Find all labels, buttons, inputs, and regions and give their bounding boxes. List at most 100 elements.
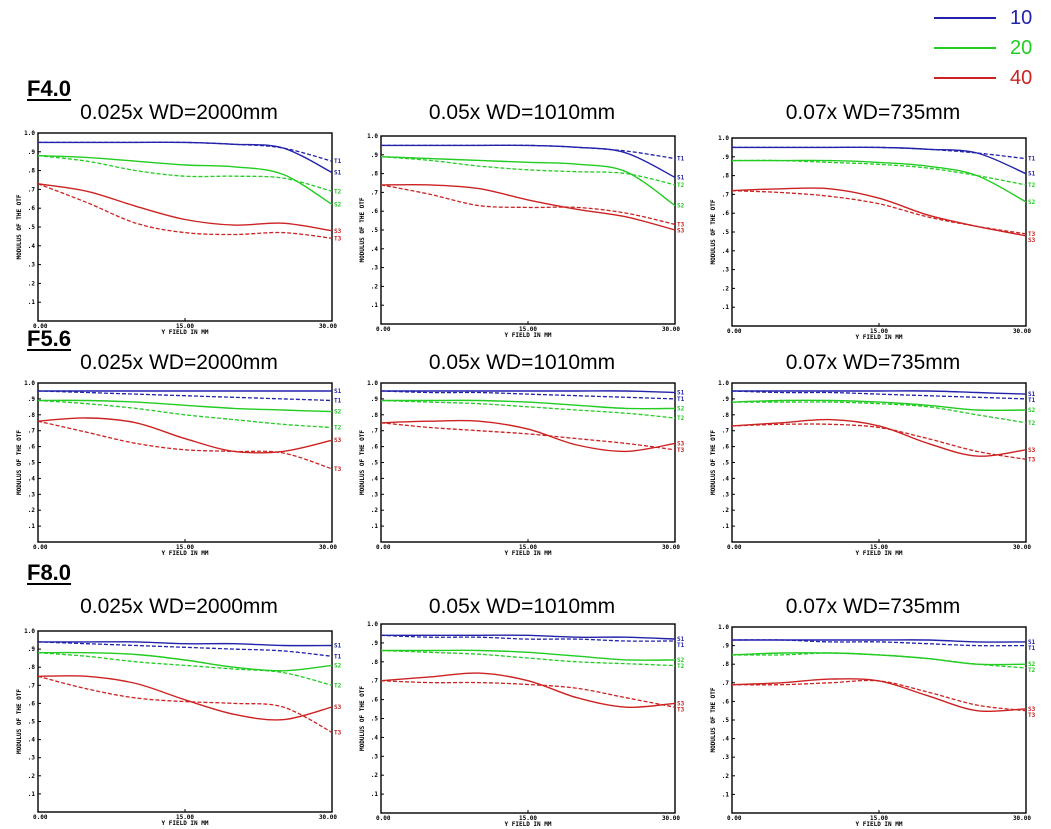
series-label: T1	[677, 396, 685, 403]
sagittal-line-20	[731, 399, 1027, 412]
y-tick-label: .7	[28, 682, 36, 689]
x-tick-label: 15.00	[870, 815, 888, 822]
y-tick-label: 1.0	[24, 130, 35, 137]
series-label: T3	[677, 706, 685, 713]
y-tick-label: .4	[371, 475, 379, 482]
x-tick-label: 15.00	[870, 328, 888, 335]
series-label: T2	[1028, 182, 1036, 189]
y-tick-label: 1.0	[367, 133, 378, 140]
mtf-chart: 1.0 .9 .8 .7 .6 .5 .4 .3 .2 .1 0.00 15.00 30.00 Y FIE…	[16, 130, 342, 336]
y-tick-label: .2	[722, 773, 730, 780]
y-tick-label: .8	[722, 173, 730, 180]
tangential-line-20	[380, 649, 676, 667]
sagittal-line-20	[37, 651, 333, 672]
tangential-line-20	[37, 399, 333, 429]
y-tick-label: .2	[722, 507, 730, 514]
y-tick-label: .4	[28, 243, 36, 250]
y-tick-label: 1.0	[367, 621, 378, 628]
legend-item-20: 20	[930, 36, 1042, 60]
series-label: S2	[677, 657, 685, 664]
mtf-chart: 1.0 .9 .8 .7 .6 .5 .4 .3 .2 .1 0.00 15.00 30.00 Y FIE…	[359, 133, 685, 339]
mtf-chart: 1.0 .9 .8 .7 .6 .5 .4 .3 .2 .1 0.00 15.00 30.00 Y FIE…	[359, 621, 685, 828]
tangential-line-20	[731, 159, 1027, 186]
sagittal-line-40	[37, 417, 333, 454]
y-tick-label: .8	[722, 412, 730, 419]
y-tick-label: .2	[28, 507, 36, 514]
x-tick-label: 30.00	[662, 544, 680, 551]
series-label: T2	[677, 663, 685, 670]
chart-title: 0.05x WD=1010mm	[428, 595, 616, 618]
series-label: S3	[677, 440, 685, 447]
y-tick-label: .3	[28, 755, 36, 762]
x-tick-label: 30.00	[662, 326, 680, 333]
y-tick-label: 1.0	[718, 380, 729, 387]
y-tick-label: 1.0	[718, 135, 729, 142]
x-tick-label: 15.00	[176, 544, 194, 551]
y-tick-label: .2	[371, 772, 379, 779]
y-tick-label: .3	[371, 753, 379, 760]
series-label: T1	[334, 158, 342, 165]
tangential-line-20	[37, 652, 333, 686]
tangential-line-20	[37, 154, 333, 192]
series-label: T1	[1028, 397, 1036, 404]
series-label: T2	[334, 682, 342, 689]
sagittal-line-20	[380, 156, 676, 207]
legend-item-10: 10	[930, 6, 1042, 30]
x-tick-label: 30.00	[1013, 328, 1031, 335]
y-tick-label: .3	[722, 754, 730, 761]
y-tick-label: .7	[371, 428, 379, 435]
y-tick-label: .7	[28, 428, 36, 435]
y-axis-label: MODULUS OF THE OTF	[710, 199, 717, 264]
mtf-chart: 1.0 .9 .8 .7 .6 .5 .4 .3 .2 .1 0.00 15.00 30.00 Y FIE…	[16, 380, 342, 557]
y-tick-label: .8	[371, 171, 379, 178]
sagittal-line-10	[38, 141, 333, 174]
y-tick-label: .2	[28, 773, 36, 780]
sagittal-line-40	[731, 418, 1027, 457]
series-label: S2	[334, 409, 342, 416]
y-tick-label: .6	[371, 208, 379, 215]
y-tick-label: .1	[722, 791, 730, 798]
series-label: S1	[677, 174, 685, 181]
x-tick-label: 0.00	[33, 814, 48, 821]
x-axis-label: Y FIELD IN MM	[505, 821, 552, 828]
tangential-line-40	[37, 183, 333, 239]
series-label: T2	[677, 415, 685, 422]
mtf-chart: 1.0 .9 .8 .7 .6 .5 .4 .3 .2 .1 0.00 15.00 30.00 Y FIE…	[710, 135, 1036, 341]
y-tick-label: .7	[28, 186, 36, 193]
y-tick-label: .6	[28, 205, 36, 212]
y-tick-label: .6	[28, 700, 36, 707]
mtf-chart: 1.0 .9 .8 .7 .6 .5 .4 .3 .2 .1 0.00 15.00 30.00 Y FIE…	[710, 624, 1036, 828]
y-tick-label: .1	[371, 791, 379, 798]
tangential-line-10	[37, 641, 333, 657]
x-tick-label: 0.00	[727, 815, 742, 822]
y-tick-label: .9	[722, 396, 730, 403]
mtf-chart: 1.0 .9 .8 .7 .6 .5 .4 .3 .2 .1 0.00 15.00 30.00 Y FIE…	[710, 380, 1036, 557]
y-tick-label: .1	[371, 302, 379, 309]
sagittal-line-10	[380, 390, 676, 394]
series-label: T1	[677, 642, 685, 649]
tangential-line-10	[380, 634, 676, 642]
sagittal-line-20	[731, 652, 1027, 666]
y-tick-label: .4	[371, 246, 379, 253]
chart-title: 0.05x WD=1010mm	[428, 351, 616, 374]
chart-title: 0.025x WD=2000mm	[80, 351, 278, 374]
y-tick-label: .1	[28, 791, 36, 798]
y-tick-label: .1	[28, 299, 36, 306]
series-label: T3	[1028, 456, 1036, 463]
series-label: T2	[1028, 667, 1036, 674]
sagittal-line-20	[732, 159, 1027, 203]
legend-item-40: 40	[930, 66, 1042, 90]
y-tick-label: .7	[722, 428, 730, 435]
tangential-line-10	[380, 390, 676, 400]
y-tick-label: .5	[28, 719, 36, 726]
series-label: S1	[334, 169, 342, 176]
chart-title: 0.07x WD=735mm	[785, 101, 961, 124]
y-tick-label: .6	[722, 444, 730, 451]
mtf-chart: 1.0 .9 .8 .7 .6 .5 .4 .3 .2 .1 0.00 15.00 30.00 Y FIE…	[359, 380, 685, 557]
legend-label: 40	[1010, 67, 1033, 89]
sagittal-line-40	[37, 675, 333, 721]
tangential-line-10	[731, 639, 1027, 647]
y-tick-label: 1.0	[718, 624, 729, 631]
y-axis-label: MODULUS OF THE OTF	[359, 430, 366, 495]
y-tick-label: .6	[371, 444, 379, 451]
